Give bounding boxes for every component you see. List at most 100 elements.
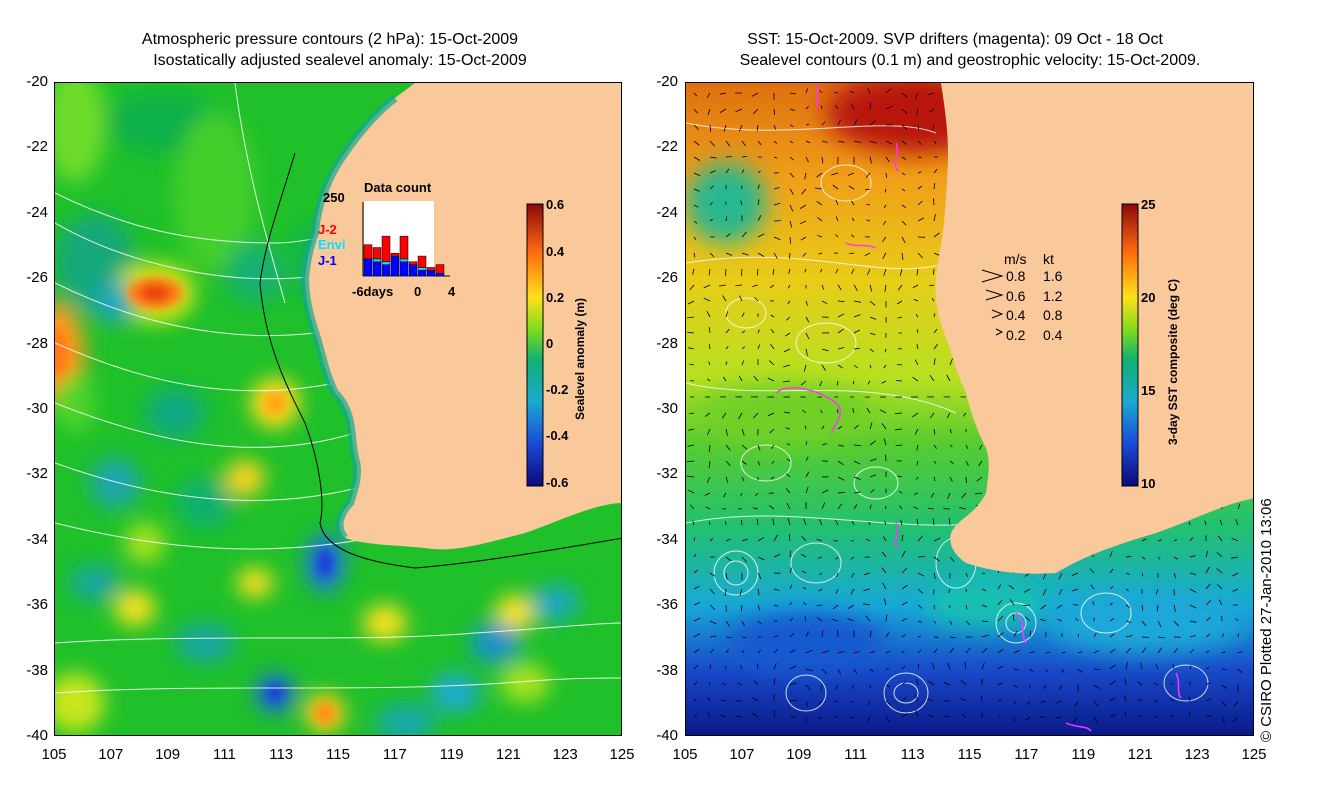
left-lat-tick-9: -38 — [26, 661, 48, 679]
data-count-ymax: 250 — [323, 190, 345, 205]
legend-envi: Envi — [318, 237, 346, 252]
right-lon-tick-5: 115 — [957, 746, 982, 763]
right-lat-tick-1: -22 — [656, 138, 678, 156]
histogram-bar — [372, 261, 382, 277]
velocity-legend-row-0-ms: 0.8 — [1006, 268, 1026, 284]
right-lon-tick-0: 105 — [672, 746, 698, 763]
left-lat-tick-8: -36 — [26, 596, 48, 614]
histogram-bar — [363, 244, 373, 260]
right-cb-tick-3: 10 — [1141, 476, 1156, 491]
left-lat-tick-6: -32 — [26, 465, 48, 483]
data-count-xlabel-mid: 0 — [414, 284, 422, 299]
histogram-bar — [372, 247, 382, 260]
histogram-bar — [390, 255, 400, 277]
histogram-bar — [399, 235, 409, 260]
velocity-legend-row-3-ms: 0.2 — [1006, 327, 1026, 343]
data-count-xlabel-left: -6days — [352, 284, 394, 299]
left-lat-tick-2: -24 — [26, 203, 48, 221]
left-lat-tick-7: -34 — [26, 530, 48, 548]
left-lon-tick-10: 125 — [609, 746, 635, 763]
data-count-title: Data count — [364, 180, 432, 195]
left-cb-tick-4: -0.2 — [546, 382, 569, 397]
legend-j2: J-2 — [318, 222, 337, 237]
data-count-xlabel-right: 4 — [448, 284, 456, 299]
histogram-bar — [390, 252, 400, 257]
right-lon-tick-7: 119 — [1071, 746, 1096, 763]
velocity-legend-row-0-kt: 1.6 — [1043, 268, 1063, 284]
right-lat-tick-10: -40 — [656, 727, 678, 744]
left-lon-tick-6: 117 — [382, 746, 407, 763]
right-lat-tick-7: -34 — [656, 530, 678, 548]
left-title-line2: Isostatically adjusted sealevel anomaly:… — [153, 52, 527, 69]
velocity-legend-row-3-kt: 0.4 — [1043, 327, 1063, 343]
sst-canvas — [686, 83, 1253, 735]
left-lat-tick-5: -30 — [26, 400, 48, 417]
data-count-chart — [362, 202, 450, 277]
right-lat-tick-3: -26 — [656, 269, 678, 287]
left-cb-tick-1: 0.4 — [546, 244, 565, 259]
histogram-bar — [399, 258, 409, 263]
histogram-bar — [372, 258, 382, 263]
drifter-tracks — [775, 83, 1182, 732]
sst-colorbar — [1121, 203, 1139, 487]
right-lat-tick-5: -30 — [656, 400, 678, 417]
left-lat-tick-10: -40 — [26, 727, 48, 744]
right-lon-tick-9: 123 — [1184, 746, 1210, 763]
right-lat-tick-9: -38 — [656, 661, 678, 679]
histogram-bar — [417, 267, 427, 271]
left-lon-tick-4: 113 — [269, 746, 294, 763]
left-cb-tick-3: 0 — [546, 336, 554, 351]
left-lon-tick-9: 123 — [552, 746, 578, 763]
right-lon-tick-8: 121 — [1127, 746, 1153, 763]
right-cb-tick-2: 15 — [1141, 383, 1156, 398]
left-lon-tick-8: 121 — [495, 746, 521, 763]
left-cb-label: Sealevel anomaly (m) — [573, 297, 587, 420]
velocity-legend-row-1-kt: 1.2 — [1043, 288, 1063, 304]
left-lon-tick-5: 115 — [326, 746, 350, 763]
right-lat-tick-8: -36 — [656, 596, 678, 614]
sealevel-anomaly-map — [54, 82, 622, 736]
left-lat-tick-1: -22 — [26, 138, 48, 156]
histogram-bar — [426, 270, 436, 277]
right-lon-tick-6: 117 — [1014, 746, 1039, 763]
left-lon-tick-3: 111 — [212, 746, 236, 763]
right-cb-tick-0: 25 — [1141, 197, 1156, 212]
sealevel-anomaly-canvas — [55, 83, 621, 735]
histogram-bar — [408, 261, 418, 265]
right-title-line1: SST: 15-Oct-2009. SVP drifters (magenta)… — [747, 31, 1163, 48]
right-cb-label: 3-day SST composite (deg C) — [1166, 278, 1180, 445]
velocity-legend-kt-header: kt — [1043, 251, 1054, 267]
right-lon-tick-10: 125 — [1241, 746, 1267, 763]
histogram-bar — [417, 270, 427, 277]
left-lon-tick-2: 109 — [155, 746, 181, 763]
histogram-bar — [435, 264, 445, 274]
histogram-bar — [381, 235, 391, 263]
histogram-bar — [426, 267, 436, 271]
right-lon-tick-4: 113 — [900, 746, 925, 763]
sst-map — [685, 82, 1254, 736]
histogram-bar — [417, 255, 427, 268]
velocity-legend-ms-header: m/s — [1004, 251, 1027, 267]
left-cb-tick-6: -0.6 — [546, 475, 569, 490]
left-lon-tick-1: 107 — [98, 746, 124, 763]
right-lon-tick-2: 109 — [786, 746, 812, 763]
histogram-bar — [381, 261, 391, 265]
legend-j1: J-1 — [318, 253, 337, 268]
histogram-bar — [363, 258, 373, 277]
right-lon-tick-1: 107 — [729, 746, 755, 763]
velocity-legend-row-2-ms: 0.4 — [1006, 307, 1026, 323]
left-lat-tick-0: -20 — [26, 73, 48, 90]
left-cb-tick-2: 0.2 — [546, 290, 565, 305]
left-lon-tick-7: 119 — [439, 746, 464, 763]
right-lat-tick-0: -20 — [656, 73, 678, 90]
left-lat-tick-3: -26 — [26, 269, 48, 287]
velocity-legend-row-1-ms: 0.6 — [1006, 288, 1026, 304]
right-lat-tick-4: -28 — [656, 334, 678, 352]
histogram-bar — [399, 261, 409, 277]
right-title-line2: Sealevel contours (0.1 m) and geostrophi… — [739, 52, 1201, 69]
histogram-bar — [435, 272, 445, 277]
left-cb-tick-5: -0.4 — [546, 428, 569, 443]
right-lat-tick-6: -32 — [656, 465, 678, 483]
credit-text: © CSIRO Plotted 27-Jan-2010 13:06 — [1258, 498, 1275, 742]
left-title-line1: Atmospheric pressure contours (2 hPa): 1… — [141, 31, 519, 48]
